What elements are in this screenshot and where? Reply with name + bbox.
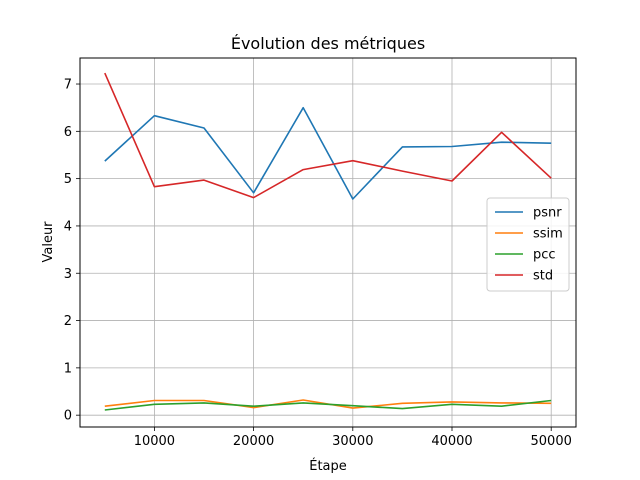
y-tick-label: 0	[64, 409, 72, 424]
y-tick-label: 4	[64, 219, 72, 234]
y-tick-label: 5	[64, 172, 72, 187]
axis-ticks: 10000 20000 30000 40000 50000 0 1 2 3 4 5 6 7	[64, 78, 572, 449]
series-line-psnr	[104, 106, 552, 200]
x-tick-label: 50000	[531, 434, 572, 449]
y-tick-label: 7	[64, 78, 72, 93]
y-tick-label: 6	[64, 125, 72, 140]
legend-label-pcc: pcc	[533, 248, 556, 263]
series-lines	[104, 72, 552, 411]
y-tick-label: 1	[64, 361, 72, 376]
y-axis-label: Valeur	[41, 221, 56, 263]
y-tick-label: 2	[64, 314, 72, 329]
y-tick-label: 3	[64, 267, 72, 282]
legend-label-ssim: ssim	[533, 227, 563, 242]
x-tick-label: 20000	[233, 434, 274, 449]
x-tick-label: 10000	[134, 434, 175, 449]
series-line-pcc	[104, 399, 552, 411]
legend-label-psnr: psnr	[533, 206, 562, 221]
x-tick-label: 30000	[332, 434, 373, 449]
chart-title: Évolution des métriques	[231, 34, 425, 53]
legend-label-std: std	[533, 269, 553, 284]
plot-area-frame	[79, 57, 577, 428]
x-axis-label: Étape	[309, 458, 347, 474]
legend-box	[486, 197, 570, 292]
legend: psnr ssim pcc std	[486, 197, 570, 292]
x-tick-label: 40000	[431, 434, 472, 449]
series-line-std	[104, 72, 552, 199]
